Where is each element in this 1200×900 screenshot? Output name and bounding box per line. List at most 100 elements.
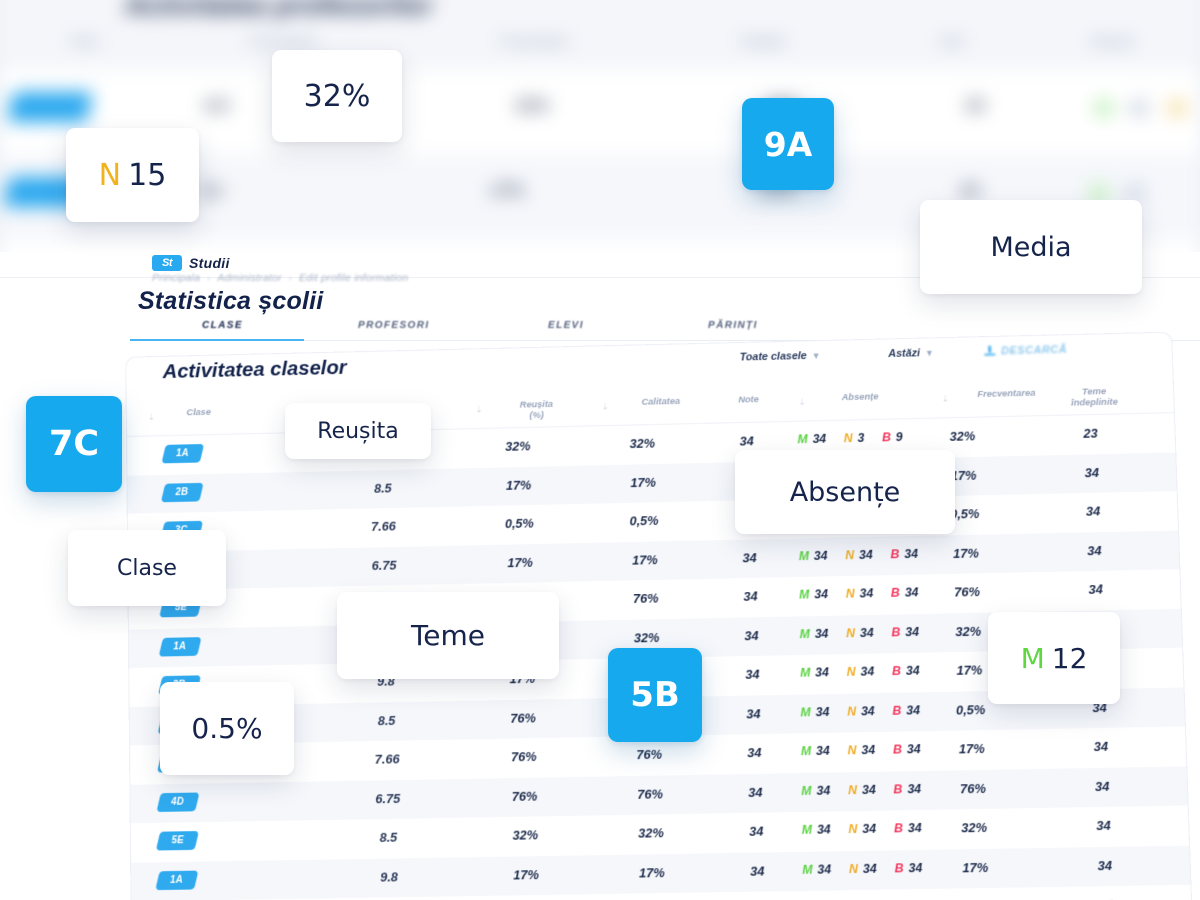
cell-calitatea: 0,5% [629,513,659,529]
cell-note: 34 [748,823,764,839]
cell-teme: 34 [1094,778,1110,794]
breadcrumb: Principala › Administrator › Edit profil… [152,272,408,284]
column-header-teme[interactable]: Teme îndeplinite [1070,386,1119,409]
class-badge[interactable]: 4D [156,791,200,812]
absence-code-b: B [893,781,903,796]
cell-teme: 34 [1097,857,1113,873]
callout-media: Media [920,200,1142,294]
background-status-dot [1090,185,1108,201]
cell-reusita: 76% [510,709,536,726]
breadcrumb-item-home[interactable]: Principala [152,272,201,284]
column-header-clase[interactable]: Clase [186,406,211,419]
tab-profesori[interactable]: PROFESORI [358,320,430,331]
absence-code-m: M [798,548,810,563]
download-button[interactable]: DESCARCĂ [984,344,1067,358]
class-badge[interactable]: 1A [158,636,202,657]
absence-code-n: N [845,547,855,562]
absence-code-m: M [800,704,811,719]
cell-note: 34 [747,744,762,761]
breadcrumb-item-administrator[interactable]: Administrator [217,272,282,284]
cell-frecventarea: 17% [958,740,985,757]
absence-code-n: N [847,782,858,797]
sort-icon-absente[interactable]: ⇣ [798,397,807,408]
chevron-down-icon: ▼ [811,350,821,361]
column-header-frecventarea[interactable]: Frecventarea [977,387,1036,400]
date-filter-dropdown[interactable]: Astăzi ▼ [888,347,934,359]
callout-clase: Clase [68,530,226,606]
column-header-reusita[interactable]: Reușita (%) [519,399,554,422]
class-badge-label: 1A [170,874,184,886]
absence-code-b: B [892,703,902,718]
tab-elevi[interactable]: ELEVI [548,320,584,331]
cell-note: 34 [745,666,760,682]
cell-media: 8.5 [379,829,398,845]
callout-class-5b: 5B [608,648,702,742]
class-badge-label: 4D [171,796,185,808]
tab-divider [130,340,1200,341]
absence-code-m: M [797,432,808,447]
cell-calitatea: 32% [629,435,656,451]
callout-percent-small: 0.5% [160,682,294,775]
class-badge-label: 5E [171,835,184,847]
cell-reusita: 32% [512,827,539,843]
cell-reusita: 0,5% [504,515,534,531]
cell-teme: 34 [1093,738,1109,755]
callout-class-9a: 9A [742,98,834,190]
cell-note: 34 [743,588,758,604]
cell-media: 7.66 [371,518,396,534]
tab-clase[interactable]: CLASE [202,320,243,331]
class-filter-label: Toate clasele [739,350,807,364]
app-logo[interactable]: St Studii [152,255,230,271]
sort-icon-clase[interactable]: ⇣ [147,412,156,422]
class-badge[interactable]: 2B [160,482,204,502]
column-header-note[interactable]: Note [738,394,760,406]
cell-note: 34 [742,549,757,565]
chevron-down-icon: ▼ [924,348,934,359]
cell-note: 34 [739,433,754,449]
sort-icon-reusita[interactable]: ⇣ [475,404,483,415]
breadcrumb-separator-icon: › [207,273,211,283]
callout-note-count: N 15 [66,128,199,222]
sort-icon-calitatea[interactable]: ⇣ [601,401,609,412]
absence-code-m: M [801,822,813,837]
class-filter-dropdown[interactable]: Toate clasele ▼ [739,350,821,364]
tab-parinti[interactable]: PĂRINȚI [708,320,758,331]
absence-code-m: M [799,626,811,641]
absence-code-n: N [848,861,859,876]
absence-code-n: N [847,743,857,758]
cell-media: 8.5 [377,712,396,728]
tab-active-indicator [130,339,304,341]
column-header-calitatea[interactable]: Calitatea [641,396,681,408]
cell-media: 9.8 [380,868,398,885]
download-icon [984,346,996,358]
background-row: 8.5 32% 32% 34 [0,70,1200,155]
cell-absente: M 34 N 3 B 9 [797,430,903,446]
class-badge[interactable]: 1A [155,870,199,890]
class-badge[interactable]: 5E [155,831,199,851]
cell-reusita: 17% [513,866,539,882]
absence-code-b: B [891,663,902,679]
cell-media: 8.5 [373,480,392,496]
absence-code-b: B [892,742,903,757]
table-title: Activitatea claselor [162,356,347,383]
class-badge[interactable]: 1A [161,443,205,464]
cell-calitatea: 76% [632,590,659,606]
cell-reusita: 76% [510,749,537,765]
absence-code-b: B [890,585,901,600]
absence-code-b: B [890,546,900,561]
